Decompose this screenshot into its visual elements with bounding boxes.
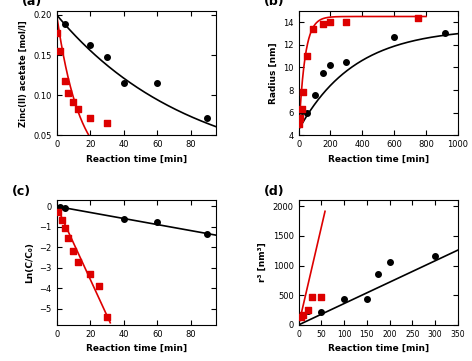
- X-axis label: Reaction time [min]: Reaction time [min]: [328, 155, 429, 164]
- Point: [343, 19, 350, 25]
- Point: [153, 80, 161, 86]
- Point: [300, 90, 307, 95]
- Point: [54, 30, 61, 35]
- Point: [61, 22, 69, 27]
- Point: [299, 312, 307, 318]
- Point: [61, 225, 69, 231]
- Point: [390, 34, 398, 40]
- Point: [70, 248, 77, 254]
- Text: (d): (d): [263, 185, 284, 198]
- Point: [75, 106, 82, 112]
- Point: [204, 115, 211, 121]
- X-axis label: Reaction time [min]: Reaction time [min]: [328, 344, 429, 353]
- Point: [343, 60, 350, 65]
- Point: [431, 253, 439, 259]
- Point: [55, 209, 62, 214]
- Y-axis label: Zinc(II) acetate [mol/l]: Zinc(II) acetate [mol/l]: [19, 20, 28, 126]
- Point: [304, 307, 312, 313]
- Point: [298, 106, 305, 112]
- Point: [120, 80, 127, 86]
- Point: [56, 48, 64, 54]
- Point: [363, 296, 371, 302]
- X-axis label: Reaction time [min]: Reaction time [min]: [86, 344, 187, 353]
- Point: [297, 314, 305, 320]
- Point: [86, 271, 94, 277]
- Y-axis label: Radius [nm]: Radius [nm]: [269, 42, 278, 104]
- Point: [309, 294, 316, 300]
- Point: [86, 115, 94, 121]
- Point: [327, 19, 334, 25]
- Point: [303, 110, 311, 116]
- Point: [295, 121, 303, 127]
- X-axis label: Reaction time [min]: Reaction time [min]: [86, 155, 187, 164]
- Point: [318, 309, 325, 315]
- Point: [386, 259, 393, 265]
- Point: [103, 54, 111, 60]
- Point: [319, 70, 326, 75]
- Text: (a): (a): [22, 0, 42, 8]
- Point: [58, 217, 66, 223]
- Point: [374, 271, 382, 277]
- Point: [318, 294, 325, 300]
- Point: [75, 259, 82, 265]
- Point: [303, 53, 311, 59]
- Point: [61, 205, 69, 211]
- Point: [327, 62, 334, 68]
- Point: [65, 90, 72, 96]
- Point: [304, 308, 312, 314]
- Point: [103, 121, 111, 126]
- Point: [103, 314, 111, 319]
- Point: [153, 219, 161, 225]
- Point: [120, 216, 127, 222]
- Point: [70, 99, 77, 105]
- Y-axis label: r³ [nm³]: r³ [nm³]: [258, 243, 267, 282]
- Point: [204, 231, 211, 237]
- Point: [414, 15, 422, 21]
- Point: [309, 26, 317, 32]
- Text: (c): (c): [12, 185, 31, 198]
- Point: [319, 21, 326, 27]
- Point: [298, 108, 305, 113]
- Point: [61, 78, 69, 84]
- Point: [86, 42, 94, 48]
- Point: [56, 205, 64, 210]
- Point: [65, 235, 72, 241]
- Y-axis label: Ln(C/C₀): Ln(C/C₀): [25, 242, 34, 283]
- Text: (b): (b): [263, 0, 284, 8]
- Point: [95, 283, 102, 289]
- Point: [340, 296, 348, 302]
- Point: [296, 116, 304, 121]
- Point: [441, 31, 449, 36]
- Point: [311, 92, 318, 98]
